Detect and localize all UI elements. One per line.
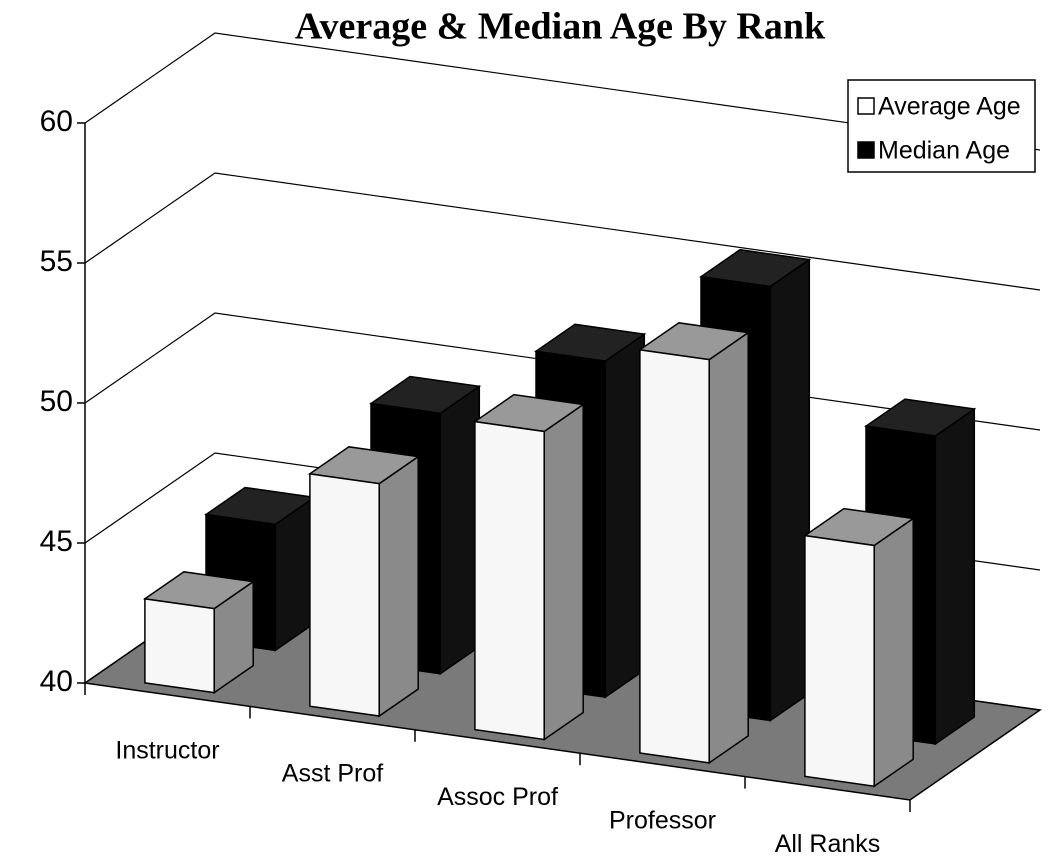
bar [472,393,586,741]
y-tick-label: 55 [40,245,73,278]
x-tick-label: Assoc Prof [437,783,558,811]
bar [802,507,916,788]
chart-title: Average & Median Age By Rank [295,6,826,48]
bar-side [873,517,914,788]
bar-side [543,403,584,741]
bar-side [378,455,419,718]
y-tick-label: 45 [40,525,73,558]
legend-box [847,79,1036,173]
legend-swatch [857,141,875,159]
grid-line [84,32,1041,151]
y-tick-label: 40 [40,665,73,698]
x-tick-label: Asst Prof [282,760,383,788]
bar [142,571,256,695]
bar-front [309,472,380,717]
x-tick-label: All Ranks [775,830,881,858]
bar-front [144,597,215,694]
x-tick-label: Instructor [115,736,219,764]
grid-line [84,172,1041,291]
legend-label: Average Age [878,93,1021,121]
bar-side [439,384,481,676]
y-tick-label: 60 [40,105,73,138]
legend-label: Median Age [878,137,1010,165]
bar [637,322,751,765]
bar-side [769,258,811,722]
bar-side [934,407,976,746]
bar [307,446,421,718]
x-tick-label: Professor [609,807,716,835]
legend-swatch [857,97,875,115]
bar-front [474,420,545,741]
bar-front [804,534,875,788]
bar-side [604,332,646,699]
y-tick-label: 50 [40,385,73,418]
bar-front [639,348,710,764]
bar-side [708,331,749,765]
